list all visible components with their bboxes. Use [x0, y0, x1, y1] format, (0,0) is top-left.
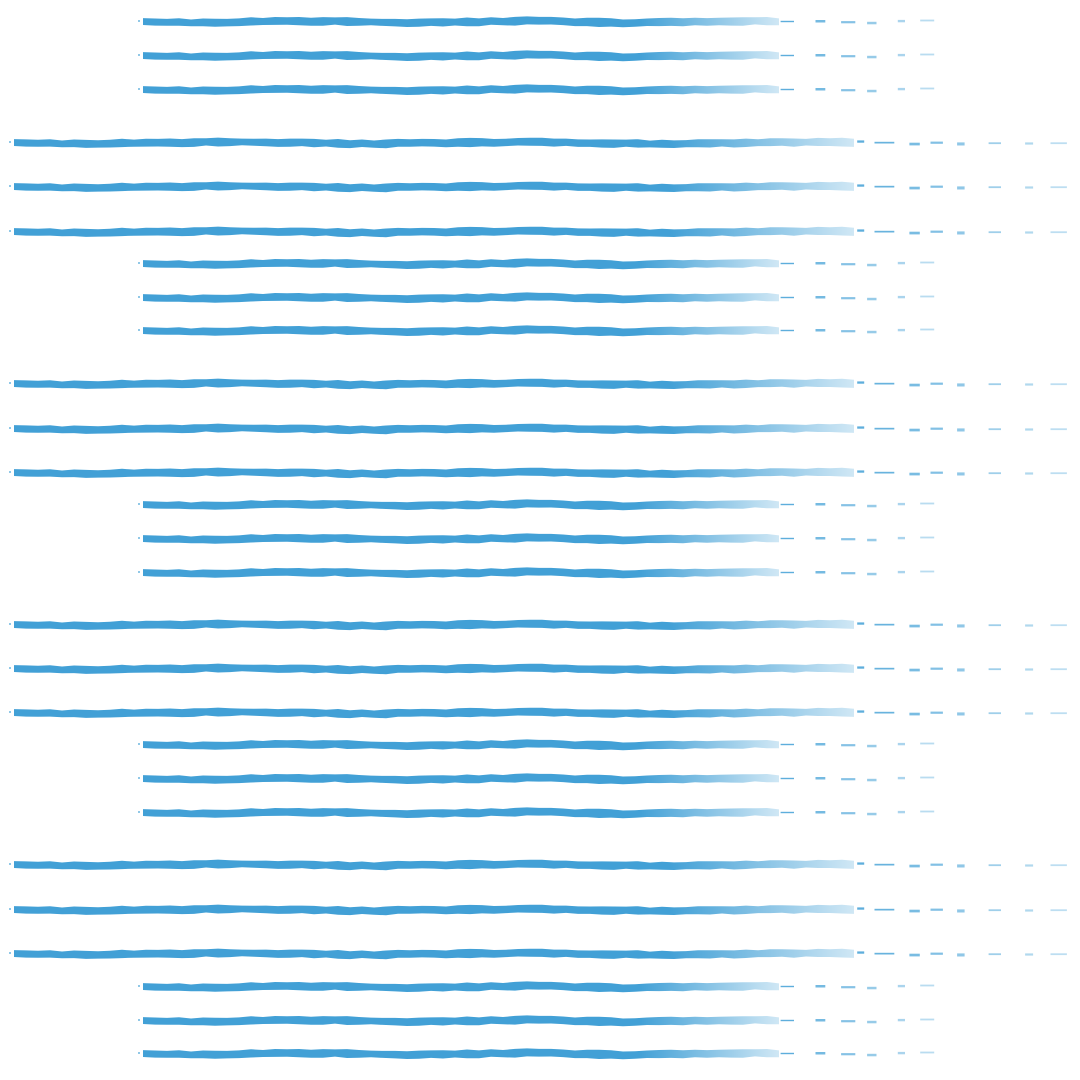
brush-stroke-dot	[138, 329, 140, 331]
brush-stroke-dot	[138, 503, 140, 505]
brush-stroke-tail	[857, 381, 1067, 387]
brush-stroke-dot	[9, 952, 11, 954]
brush-stroke-tail	[857, 229, 1067, 235]
brush-stroke-tail	[780, 19, 935, 25]
brush-stroke-dot	[138, 743, 140, 745]
brush-stroke-long	[14, 619, 854, 631]
brush-stroke-tail	[780, 261, 935, 267]
brush-stroke-long	[14, 378, 854, 390]
brush-stroke-tail	[780, 53, 935, 59]
brush-stroke-dot	[138, 811, 140, 813]
brush-stroke-dot	[138, 296, 140, 298]
brush-stroke-long	[14, 423, 854, 435]
brush-stroke-long	[14, 181, 854, 193]
brush-stroke-dot	[138, 537, 140, 539]
brush-stroke-short	[143, 16, 779, 28]
brush-stroke-tail	[780, 570, 935, 576]
brush-stroke-dot	[9, 141, 11, 143]
brush-stroke-tail	[857, 470, 1067, 476]
brush-stroke-tail	[780, 776, 935, 782]
brush-stroke-tail	[857, 666, 1067, 672]
brush-stroke-short	[143, 567, 779, 579]
brush-stroke-long	[14, 859, 854, 871]
brush-stroke-short	[143, 773, 779, 785]
brush-stroke-long	[14, 137, 854, 149]
brush-stroke-short	[143, 258, 779, 270]
brush-stroke-tail	[780, 328, 935, 334]
brush-stroke-short	[143, 499, 779, 511]
brush-stroke-long	[14, 904, 854, 916]
brush-stroke-dot	[9, 230, 11, 232]
brush-stroke-tail	[857, 184, 1067, 190]
brush-stroke-long	[14, 663, 854, 675]
brush-stroke-short	[143, 84, 779, 96]
brush-stroke-dot	[138, 1019, 140, 1021]
brush-stroke-short	[143, 1015, 779, 1027]
brush-stroke-dot	[138, 985, 140, 987]
brush-stroke-short	[143, 292, 779, 304]
brush-stroke-dot	[138, 777, 140, 779]
brush-stroke-tail	[857, 140, 1067, 146]
brush-stroke-tail	[780, 1051, 935, 1057]
brush-stroke-short	[143, 50, 779, 62]
brush-stroke-short	[143, 533, 779, 545]
brush-stroke-dot	[9, 667, 11, 669]
brush-stroke-tail	[857, 710, 1067, 716]
brush-stroke-tail	[857, 862, 1067, 868]
brush-stroke-dot	[9, 185, 11, 187]
brush-stroke-dot	[9, 471, 11, 473]
brush-stroke-tail	[780, 536, 935, 542]
brush-stroke-tail	[780, 87, 935, 93]
brush-stroke-long	[14, 226, 854, 238]
brush-stroke-tail	[780, 295, 935, 301]
brush-stroke-short	[143, 739, 779, 751]
brush-stroke-dot	[138, 262, 140, 264]
brush-stroke-dot	[9, 427, 11, 429]
brush-stroke-dot	[9, 863, 11, 865]
brush-stroke-tail	[780, 984, 935, 990]
brush-stroke-tail	[780, 502, 935, 508]
brush-stroke-tail	[780, 742, 935, 748]
brush-stroke-dot	[138, 20, 140, 22]
brush-stroke-dot	[138, 54, 140, 56]
brush-stroke-dot	[138, 1052, 140, 1054]
brush-stroke-dot	[9, 908, 11, 910]
brush-stroke-long	[14, 707, 854, 719]
brush-stroke-tail	[857, 622, 1067, 628]
brush-stroke-tail	[780, 810, 935, 816]
brush-stroke-tail	[780, 1018, 935, 1024]
brush-stroke-long	[14, 948, 854, 960]
brush-stroke-short	[143, 981, 779, 993]
brush-stroke-long	[14, 467, 854, 479]
brush-stroke-tail	[857, 907, 1067, 913]
brush-stroke-tail	[857, 951, 1067, 957]
brush-stroke-short	[143, 1048, 779, 1060]
brush-stroke-short	[143, 807, 779, 819]
brush-stroke-dot	[9, 711, 11, 713]
brush-stroke-tail	[857, 426, 1067, 432]
brush-stroke-dot	[138, 88, 140, 90]
brush-stroke-dot	[138, 571, 140, 573]
brush-stroke-short	[143, 325, 779, 337]
brush-stroke-dot	[9, 623, 11, 625]
brush-stroke-dot	[9, 382, 11, 384]
